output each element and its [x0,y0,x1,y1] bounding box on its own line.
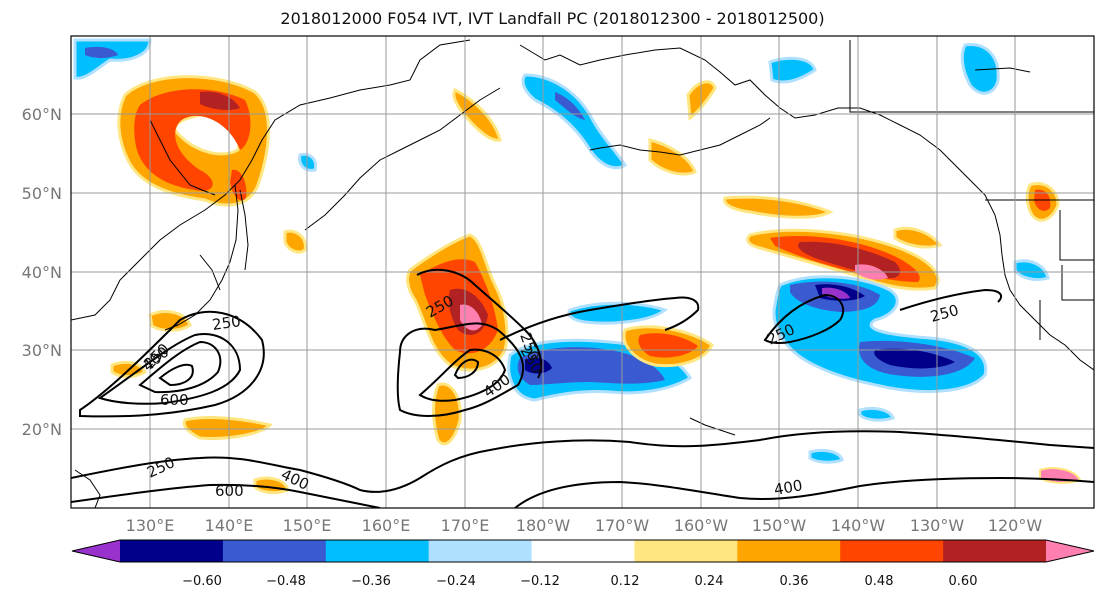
lon-label: 170°E [441,516,490,535]
colorbar-extend-high [1046,540,1094,562]
colorbar-tick-label: 0.48 [865,574,894,589]
lon-label: 160°E [362,516,411,535]
lat-label: 50°N [22,184,62,203]
colorbar-outline [71,539,1095,563]
anomaly-blob [134,89,251,191]
anomaly-blob [874,348,955,369]
figure-title: 2018012000 F054 IVT, IVT Landfall PC (20… [280,9,825,28]
anomaly-blob [858,406,895,422]
contour-label: 600 [160,391,189,409]
lon-label: 180°W [516,516,571,535]
lon-label: 160°W [674,516,729,535]
lat-label: 30°N [22,341,62,360]
lon-label: 130°E [126,516,175,535]
anomaly-blob [85,46,118,59]
contour-label: 600 [215,482,244,500]
map-area: 250 250 400 600 250 250 400 250 250 250 … [71,36,1094,508]
anomaly-blob [723,195,834,219]
lat-label: 60°N [22,105,62,124]
colorbar [71,539,1095,563]
colorbar-swatch [943,540,1047,562]
anomaly-blob [960,43,1000,95]
colorbar-tick-label: 0.12 [611,574,640,589]
anomaly-blob [283,229,307,254]
anomaly-blob [567,301,669,325]
anomaly-blob [555,92,585,120]
contour-label: 400 [773,476,804,499]
anomaly-blob [768,56,817,84]
colorbar-swatch [222,540,327,562]
colorbar-tick-label: 0.60 [949,574,978,589]
map-frame [70,35,1095,509]
lon-label: 140°W [831,516,886,535]
coastlines [71,39,1094,508]
anomaly-blob [200,91,240,111]
latitude-labels: 60°N 50°N 40°N 30°N 20°N [22,105,62,439]
anomaly-blob [182,416,273,440]
colorbar-tick-label: −0.12 [520,574,560,589]
colorbar-swatch [120,540,224,562]
colorbar-tick-label: −0.60 [182,574,222,589]
colorbar-swatch [428,540,533,562]
lon-label: 140°E [205,516,254,535]
colorbar-tick-label: 0.36 [780,574,809,589]
anomaly-blob [808,448,844,464]
colorbar-extend-low [72,540,120,562]
contour-label: 250 [211,312,242,334]
ivt-anomaly-fill [73,38,1082,495]
colorbar-swatch [325,540,430,562]
colorbar-tick-labels: −0.60 −0.48 −0.36 −0.24 −0.12 0.12 0.24 … [182,574,977,589]
anomaly-blob [521,73,628,170]
ivt-contours [71,268,1094,508]
graticule [71,36,1094,508]
lon-label: 150°W [752,516,807,535]
anomaly-blob [298,152,318,172]
anomaly-blob [517,347,665,385]
longitude-labels: 130°E 140°E 150°E 160°E 170°E 180°W 170°… [126,516,1043,535]
colorbar-swatch [634,540,738,562]
lat-label: 40°N [22,263,62,282]
colorbar-tick-label: −0.36 [351,574,391,589]
colorbar-swatch [531,540,635,562]
lat-label: 20°N [22,420,62,439]
colorbar-tick-label: −0.24 [436,574,476,589]
anomaly-blob [1013,259,1050,282]
colorbar-swatch [737,540,841,562]
lon-label: 130°W [910,516,965,535]
colorbar-tick-label: 0.24 [695,574,724,589]
anomaly-blob [648,138,697,176]
colorbar-swatch [840,540,944,562]
lon-label: 150°E [283,516,332,535]
anomaly-blob [893,226,943,249]
lon-label: 120°W [988,516,1043,535]
colorbar-tick-label: −0.48 [266,574,306,589]
anomaly-blob [148,310,192,332]
lon-label: 170°W [595,516,650,535]
anomaly-blob [525,357,552,374]
anomaly-blob [638,333,698,358]
